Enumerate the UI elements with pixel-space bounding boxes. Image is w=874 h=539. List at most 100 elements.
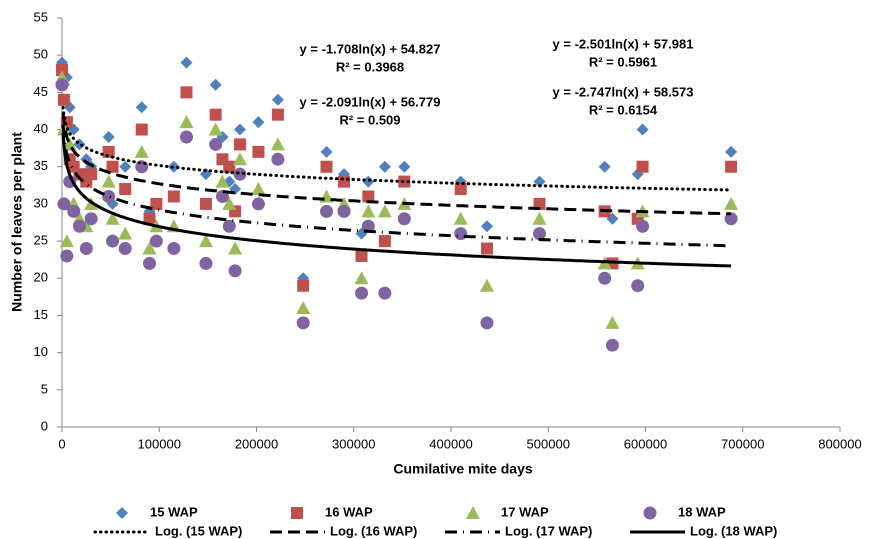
legend-label: Log. (15 WAP) bbox=[155, 523, 242, 538]
data-point bbox=[232, 152, 247, 166]
data-point bbox=[80, 153, 93, 166]
data-point bbox=[453, 211, 468, 225]
legend-label: Log. (18 WAP) bbox=[690, 523, 777, 538]
y-tick-label: 0 bbox=[41, 418, 48, 433]
trend-equation: y = -2.747ln(x) + 58.573 bbox=[553, 84, 694, 99]
y-tick-label: 10 bbox=[34, 344, 48, 359]
trend-equation: y = -2.501ln(x) + 57.981 bbox=[553, 36, 694, 51]
data-point bbox=[222, 219, 236, 233]
data-point bbox=[378, 235, 391, 248]
trendline bbox=[61, 124, 731, 248]
legend-label: Log. (17 WAP) bbox=[505, 523, 592, 538]
data-point bbox=[480, 242, 493, 255]
legend-marker bbox=[466, 506, 480, 519]
data-point bbox=[84, 212, 98, 226]
data-point bbox=[215, 174, 230, 188]
data-point bbox=[480, 220, 493, 233]
data-point bbox=[296, 301, 311, 315]
x-tick-label: 800000 bbox=[818, 436, 861, 451]
data-point bbox=[320, 160, 333, 173]
data-point bbox=[361, 219, 375, 233]
data-point bbox=[532, 227, 546, 241]
data-point bbox=[180, 86, 193, 99]
data-point bbox=[533, 175, 546, 188]
data-point bbox=[252, 145, 265, 158]
x-tick-label: 600000 bbox=[624, 436, 667, 451]
data-point bbox=[355, 249, 368, 262]
data-point bbox=[57, 197, 71, 211]
data-point bbox=[598, 160, 611, 173]
data-point bbox=[355, 286, 369, 300]
data-point bbox=[167, 190, 180, 203]
data-point bbox=[251, 182, 266, 196]
y-tick-label: 5 bbox=[41, 381, 48, 396]
y-tick-label: 35 bbox=[34, 158, 48, 173]
data-point bbox=[270, 137, 285, 151]
data-point bbox=[134, 144, 149, 158]
data-point bbox=[60, 249, 74, 263]
data-point bbox=[73, 219, 87, 233]
data-point bbox=[208, 122, 223, 136]
data-point bbox=[142, 241, 157, 255]
x-axis-label: Cumilative mite days bbox=[393, 461, 532, 477]
y-tick-label: 15 bbox=[34, 307, 48, 322]
x-tick-label: 300000 bbox=[332, 436, 375, 451]
trendline bbox=[61, 105, 733, 192]
y-axis-label: Number of leaves per plant bbox=[9, 132, 25, 312]
data-point bbox=[150, 197, 163, 210]
legend-label: Log. (16 WAP) bbox=[330, 523, 417, 538]
trendline bbox=[61, 132, 732, 268]
data-point bbox=[397, 212, 411, 226]
x-tick-label: 100000 bbox=[138, 436, 181, 451]
data-point bbox=[102, 145, 115, 158]
data-point bbox=[102, 189, 116, 203]
data-point bbox=[398, 160, 411, 173]
data-point bbox=[199, 256, 213, 270]
data-point bbox=[179, 130, 193, 144]
x-tick-label: 700000 bbox=[721, 436, 764, 451]
data-point bbox=[605, 338, 619, 352]
data-point bbox=[354, 271, 369, 285]
data-point bbox=[135, 123, 148, 136]
data-point bbox=[362, 175, 375, 188]
trend-r-squared: R² = 0.5961 bbox=[589, 54, 657, 69]
data-point bbox=[143, 212, 156, 225]
data-point bbox=[454, 227, 468, 241]
data-point bbox=[454, 183, 467, 196]
data-point bbox=[102, 130, 115, 143]
data-point bbox=[337, 204, 351, 218]
data-point bbox=[209, 78, 222, 91]
data-point bbox=[233, 123, 246, 136]
legend-label: 17 WAP bbox=[501, 504, 549, 519]
trend-equation: y = -2.091ln(x) + 56.779 bbox=[300, 94, 441, 109]
data-point bbox=[62, 137, 77, 151]
data-point bbox=[296, 316, 310, 330]
data-point bbox=[271, 108, 284, 121]
data-point bbox=[532, 211, 547, 225]
data-point bbox=[297, 279, 310, 292]
y-tick-label: 25 bbox=[34, 233, 48, 248]
data-point bbox=[479, 278, 494, 292]
data-point bbox=[533, 197, 546, 210]
y-tick-label: 30 bbox=[34, 195, 48, 210]
data-point bbox=[338, 175, 351, 188]
data-point bbox=[57, 93, 70, 106]
legend-label: 16 WAP bbox=[325, 504, 373, 519]
data-point bbox=[118, 242, 132, 256]
data-point bbox=[228, 264, 242, 278]
legend-marker bbox=[643, 506, 657, 520]
data-point bbox=[209, 137, 223, 151]
data-point bbox=[598, 271, 612, 285]
y-tick-label: 50 bbox=[34, 47, 48, 62]
data-point bbox=[724, 196, 739, 210]
legend-marker bbox=[291, 507, 303, 519]
trend-r-squared: R² = 0.509 bbox=[339, 112, 400, 127]
data-point bbox=[56, 64, 68, 77]
data-point bbox=[251, 197, 265, 211]
data-point bbox=[377, 204, 392, 218]
data-point bbox=[271, 152, 285, 166]
y-tick-label: 40 bbox=[34, 121, 48, 136]
data-point bbox=[362, 190, 375, 203]
trendline bbox=[61, 112, 732, 216]
data-point bbox=[480, 316, 494, 330]
